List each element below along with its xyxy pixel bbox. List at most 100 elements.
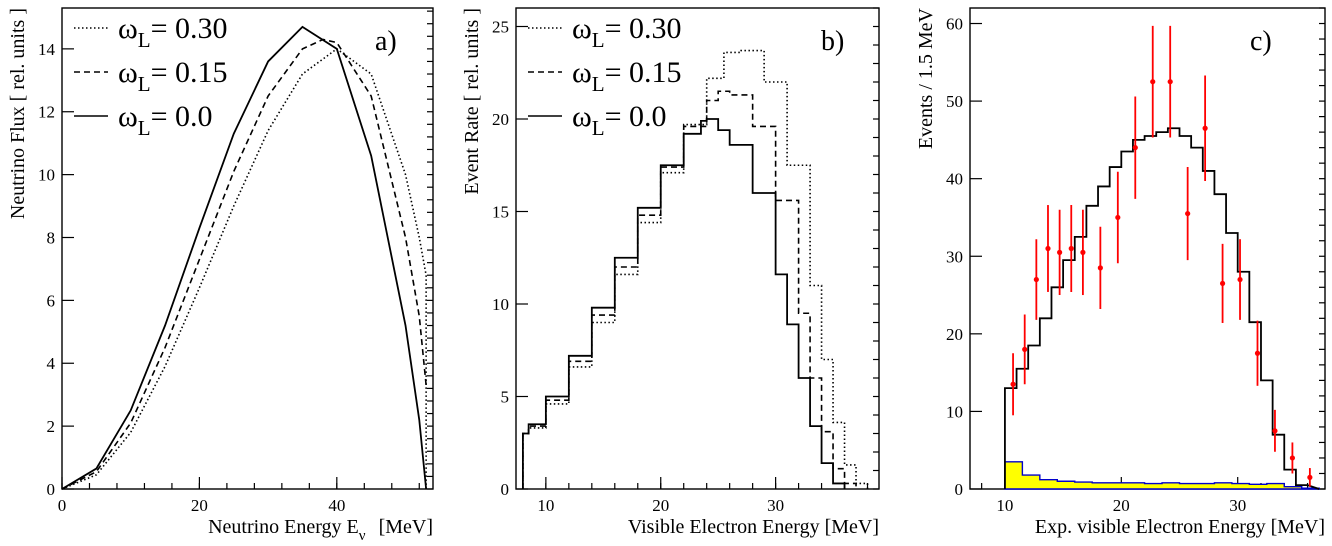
- data-point: [1080, 249, 1086, 255]
- data-point: [1167, 79, 1173, 85]
- legend-entry: ωL= 0.30: [118, 12, 228, 52]
- legend-entry: ωL= 0.0: [572, 100, 667, 140]
- y-tick-label: 0: [501, 480, 510, 499]
- panel-1: 0 20 40 0 2 4 6 8 10 12 14 Neutrino Energy Eν [MeV]…: [7, 7, 434, 544]
- y-axis-label: Events / 1.5 MeV: [915, 7, 937, 149]
- legend-sub: L: [592, 72, 605, 96]
- legend-omega: ω: [572, 56, 592, 89]
- x-tick-label: 10: [996, 496, 1013, 515]
- legend-entry: ωL= 0.15: [572, 56, 682, 96]
- data-point: [1289, 455, 1296, 461]
- y-tick-label: 2: [47, 417, 56, 436]
- panel-2: 10 20 30 0 5 10 15 20 25 Visible Electron Energy …: [461, 7, 880, 538]
- series-line-1: [522, 49, 869, 489]
- expected-histogram: [1004, 127, 1320, 490]
- series-line-2: [61, 38, 427, 490]
- legend-value: = 0.30: [605, 12, 682, 45]
- y-tick-label: 10: [492, 295, 509, 314]
- legend-entry: ωL= 0.0: [118, 100, 213, 140]
- data-point: [1057, 249, 1063, 255]
- y-tick-label: 4: [47, 354, 56, 373]
- data-point: [1272, 428, 1278, 434]
- y-tick-label: 60: [946, 15, 963, 34]
- x-axis-label: Exp. visible Electron Energy [MeV]: [1035, 516, 1325, 538]
- legend-value: = 0.0: [151, 100, 213, 133]
- y-tick-label: 20: [946, 325, 963, 344]
- y-tick-label: 10: [946, 402, 963, 421]
- panel-label: a): [375, 26, 397, 57]
- panel-label: c): [1250, 26, 1272, 57]
- data-point: [1202, 125, 1208, 131]
- y-tick-label: 14: [38, 40, 56, 59]
- x-tick-label: 20: [1113, 496, 1130, 515]
- data-point: [1068, 245, 1074, 252]
- legend-value: = 0.0: [605, 100, 667, 133]
- y-tick-label: 12: [38, 103, 55, 122]
- x-tick-label: 10: [537, 496, 554, 515]
- x-tick-label: 30: [767, 496, 784, 515]
- data-point: [1022, 346, 1028, 352]
- x-axis-label-unit: [MeV]: [374, 516, 433, 538]
- legend-entry: ωL= 0.30: [572, 12, 682, 52]
- legend-sub: L: [138, 116, 151, 140]
- x-axis-label: Neutrino Energy Eν [MeV]: [208, 516, 433, 544]
- legend-sub: L: [138, 28, 151, 52]
- y-axis-label: Neutrino Flux [ rel. units ]: [7, 8, 29, 219]
- y-tick-label: 25: [492, 18, 509, 37]
- data-point: [1033, 276, 1039, 283]
- y-tick-label: 8: [47, 228, 56, 247]
- data-point: [1150, 79, 1156, 85]
- legend-omega: ω: [118, 100, 138, 133]
- series-line-3: [61, 25, 428, 490]
- legend-omega: ω: [572, 12, 592, 45]
- y-tick-label: 40: [946, 170, 963, 189]
- x-axis-label-sub: ν: [359, 528, 366, 544]
- legend-omega: ω: [572, 100, 592, 133]
- y-tick-label: 30: [946, 247, 963, 266]
- data-point: [1132, 145, 1138, 151]
- data-point: [1307, 474, 1313, 480]
- y-tick-label: 5: [501, 388, 510, 407]
- x-tick-label: 0: [58, 496, 67, 515]
- legend-entry: ωL= 0.15: [118, 56, 228, 96]
- y-tick-label: 15: [492, 203, 509, 222]
- y-tick-label: 0: [955, 480, 964, 499]
- data-point: [1237, 276, 1243, 283]
- data-point: [1115, 214, 1121, 221]
- series-line-2: [522, 90, 857, 489]
- y-axis-label: Event Rate [ rel. units ]: [461, 8, 483, 195]
- x-axis-label-main: Neutrino Energy E: [208, 516, 359, 538]
- background-histogram: [1004, 461, 1320, 490]
- legend-omega: ω: [118, 56, 138, 89]
- panel-3: 10 20 30 0 10 20 30 40 50 60 Exp. visible Electron…: [915, 7, 1326, 538]
- x-tick-label: 40: [328, 496, 345, 515]
- data-point: [1097, 265, 1103, 271]
- data-point: [1045, 245, 1051, 252]
- y-tick-label: 0: [47, 480, 56, 499]
- legend-sub: L: [138, 72, 151, 96]
- legend-sub: L: [592, 28, 605, 52]
- plot-frame: [515, 7, 880, 490]
- data-point: [1185, 210, 1191, 217]
- legend-sub: L: [592, 116, 605, 140]
- x-axis-label: Visible Electron Energy [MeV]: [628, 516, 879, 538]
- legend-omega: ω: [118, 12, 138, 45]
- x-tick-label: 20: [652, 496, 669, 515]
- legend-value: = 0.30: [151, 12, 228, 45]
- data-point: [1010, 381, 1016, 387]
- panel-label: b): [821, 26, 844, 57]
- legend-value: = 0.15: [605, 56, 682, 89]
- y-tick-label: 50: [946, 92, 963, 111]
- series-line-1: [61, 47, 427, 490]
- data-point: [1254, 350, 1261, 356]
- data-point: [1219, 280, 1226, 287]
- y-tick-label: 20: [492, 110, 509, 129]
- plot-frame: [61, 7, 434, 490]
- legend-value: = 0.15: [151, 56, 228, 89]
- series-line-3: [521, 118, 846, 489]
- x-tick-label: 30: [1229, 496, 1246, 515]
- x-tick-label: 20: [191, 496, 208, 515]
- y-tick-label: 10: [38, 166, 55, 185]
- y-tick-label: 6: [47, 291, 56, 310]
